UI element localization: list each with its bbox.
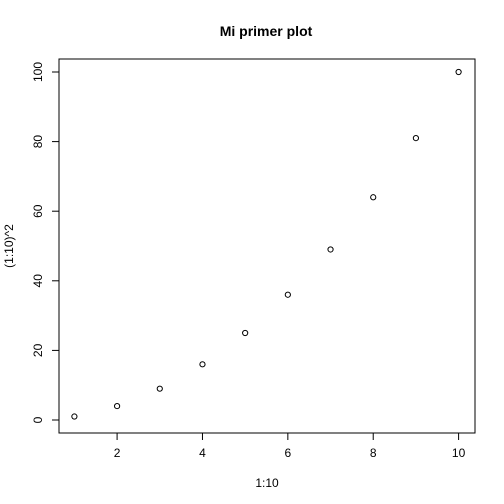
data-point [200, 362, 205, 367]
x-axis: 2 4 6 8 10 [114, 433, 466, 460]
y-tick-label: 100 [31, 62, 45, 82]
chart-title: Mi primer plot [220, 23, 313, 39]
data-point [243, 330, 248, 335]
y-axis-label: (1:10)^2 [2, 224, 16, 268]
x-tick-label: 8 [370, 446, 377, 460]
x-axis-label: 1:10 [255, 476, 279, 490]
plot-frame [59, 59, 475, 433]
y-tick-label: 60 [31, 204, 45, 218]
x-tick-label: 10 [452, 446, 466, 460]
y-tick-label: 40 [31, 274, 45, 288]
y-axis: 0 20 40 60 80 100 [31, 62, 59, 424]
data-points [72, 69, 461, 419]
data-point [371, 195, 376, 200]
y-tick-label: 0 [31, 416, 45, 423]
data-point [285, 292, 290, 297]
y-tick-label: 80 [31, 135, 45, 149]
data-point [157, 386, 162, 391]
x-tick-label: 6 [285, 446, 292, 460]
x-tick-label: 4 [199, 446, 206, 460]
data-point [72, 414, 77, 419]
x-tick-label: 2 [114, 446, 121, 460]
data-point [328, 247, 333, 252]
y-tick-label: 20 [31, 343, 45, 357]
data-point [413, 136, 418, 141]
data-point [456, 69, 461, 74]
data-point [114, 403, 119, 408]
